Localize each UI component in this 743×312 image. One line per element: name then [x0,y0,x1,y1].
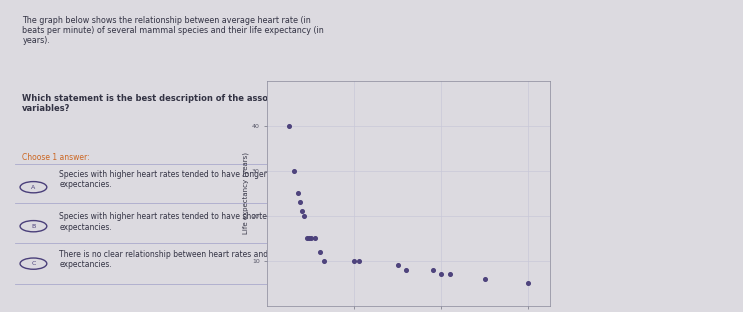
Point [392,263,403,268]
Point [522,281,534,286]
Text: The graph below shows the relationship between average heart rate (in
beats per : The graph below shows the relationship b… [22,16,324,46]
Point [353,258,365,263]
Text: Species with higher heart rates tended to have longer life
expectancies.: Species with higher heart rates tended t… [59,170,282,189]
Point [478,276,490,281]
Point [435,272,447,277]
Text: Which statement is the best description of the association between these
variabl: Which statement is the best description … [22,94,374,113]
Text: Species with higher heart rates tended to have shorter life
expectancies.: Species with higher heart rates tended t… [59,212,285,232]
Point [296,209,308,214]
Point [283,124,295,129]
Text: B: B [31,224,36,229]
Point [400,267,412,272]
Text: A: A [31,185,36,190]
Point [303,236,315,241]
Point [318,258,330,263]
Text: There is no clear relationship between heart rates and life
expectancies.: There is no clear relationship between h… [59,250,283,269]
Y-axis label: Life expectancy (years): Life expectancy (years) [243,153,249,234]
Point [309,236,321,241]
Point [292,191,304,196]
Point [299,213,311,218]
Text: C: C [31,261,36,266]
Point [305,236,317,241]
Point [314,249,325,254]
Point [301,236,313,241]
Point [348,258,360,263]
Point [444,272,456,277]
Point [426,267,438,272]
Text: Choose 1 answer:: Choose 1 answer: [22,153,90,162]
Point [294,200,306,205]
Point [288,168,299,173]
